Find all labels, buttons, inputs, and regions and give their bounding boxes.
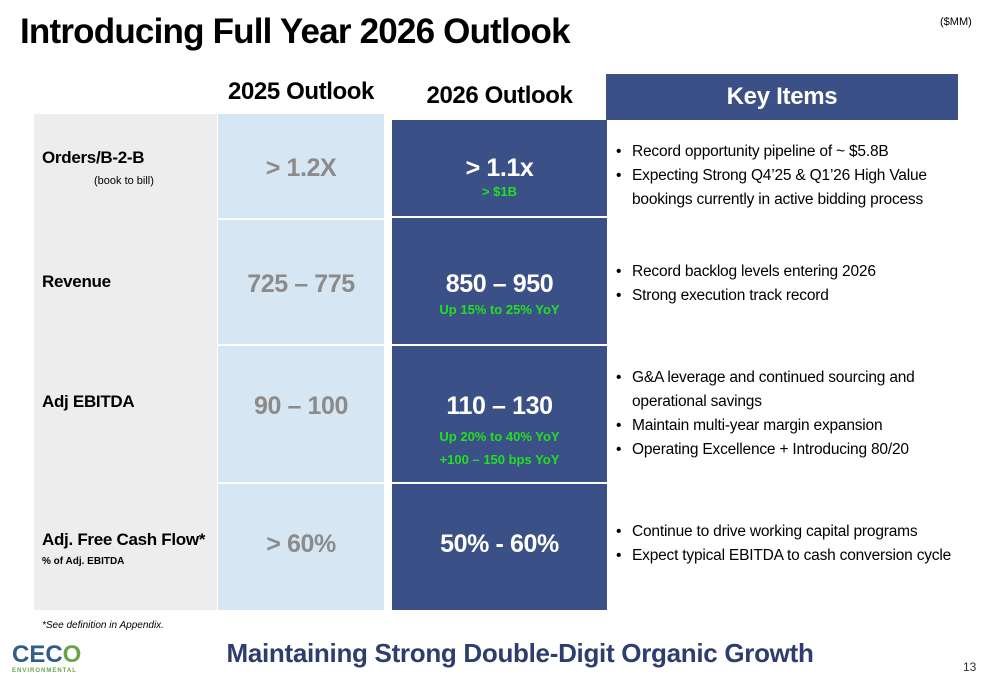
- value-2026-orders: > 1.1x: [465, 154, 534, 182]
- logo-wordmark: CECO: [12, 642, 81, 668]
- cell-2025-orders: [218, 114, 384, 218]
- tagline: Maintaining Strong Double-Digit Organic …: [226, 638, 814, 668]
- row-label-orders: Orders/B-2-B: [42, 148, 145, 167]
- cell-2025-revenue: [218, 220, 384, 344]
- row-label-fcf: Adj. Free Cash Flow*: [42, 530, 206, 549]
- company-logo: CECO ENVIRONMENTAL: [12, 642, 81, 675]
- key-items-revenue: Record backlog levels entering 2026 Stro…: [616, 260, 961, 308]
- value-2025-orders: > 1.2X: [265, 154, 337, 182]
- cell-2026-ebitda: [392, 346, 607, 482]
- logo-wordmark-o: O: [62, 641, 82, 668]
- key-items-ebitda: G&A leverage and continued sourcing and …: [616, 366, 961, 462]
- row-sublabel-fcf: % of Adj. EBITDA: [42, 556, 125, 567]
- value-2025-ebitda: 90 – 100: [253, 392, 349, 420]
- row-label-column: [34, 114, 217, 610]
- row-label-ebitda: Adj EBITDA: [42, 392, 135, 411]
- cell-2026-fcf: [392, 484, 607, 610]
- cell-2026-orders: [392, 120, 607, 216]
- value-2026-fcf: 50% - 60%: [440, 530, 559, 558]
- list-item: Maintain multi-year margin expansion: [616, 414, 961, 438]
- logo-subtitle: ENVIRONMENTAL: [12, 668, 77, 674]
- value-2025-fcf: > 60%: [266, 530, 336, 558]
- logo-wordmark-a: CEC: [12, 641, 63, 668]
- column-header-key-items: Key Items: [606, 74, 958, 120]
- value-2025-revenue: 725 – 775: [247, 270, 355, 298]
- list-item: Strong execution track record: [616, 284, 961, 308]
- cell-2026-revenue: [392, 218, 607, 344]
- key-items-fcf: Continue to drive working capital progra…: [616, 520, 961, 568]
- page-number: 13: [963, 660, 977, 674]
- value-2026-revenue: 850 – 950: [445, 270, 554, 298]
- list-item: Record backlog levels entering 2026: [616, 260, 961, 284]
- value-2026-ebitda: 110 – 130: [446, 392, 553, 420]
- footnote: *See definition in Appendix.: [42, 620, 164, 631]
- list-item: Operating Excellence + Introducing 80/20: [616, 438, 961, 462]
- row-sublabel-orders: (book to bill): [94, 175, 154, 187]
- column-header-2025: 2025 Outlook: [228, 78, 374, 105]
- key-items-orders: Record opportunity pipeline of ~ $5.8B E…: [616, 140, 961, 212]
- units-label: ($MM): [940, 16, 972, 28]
- note-2026-ebitda-margin: +100 – 150 bps YoY: [439, 452, 560, 467]
- list-item: Expecting Strong Q4’25 & Q1’26 High Valu…: [616, 164, 961, 212]
- note-2026-orders: > $1B: [481, 184, 518, 199]
- list-item: Continue to drive working capital progra…: [616, 520, 961, 544]
- row-label-revenue: Revenue: [42, 272, 111, 291]
- column-header-2026: 2026 Outlook: [426, 82, 573, 109]
- list-item: Expect typical EBITDA to cash conversion…: [616, 544, 961, 568]
- note-2026-ebitda-growth: Up 20% to 40% YoY: [439, 429, 560, 444]
- page-title: Introducing Full Year 2026 Outlook: [20, 12, 571, 51]
- note-2026-revenue: Up 15% to 25% YoY: [439, 302, 560, 317]
- list-item: G&A leverage and continued sourcing and …: [616, 366, 961, 414]
- cell-2025-fcf: [218, 484, 384, 610]
- cell-2025-ebitda: [218, 346, 384, 482]
- list-item: Record opportunity pipeline of ~ $5.8B: [616, 140, 961, 164]
